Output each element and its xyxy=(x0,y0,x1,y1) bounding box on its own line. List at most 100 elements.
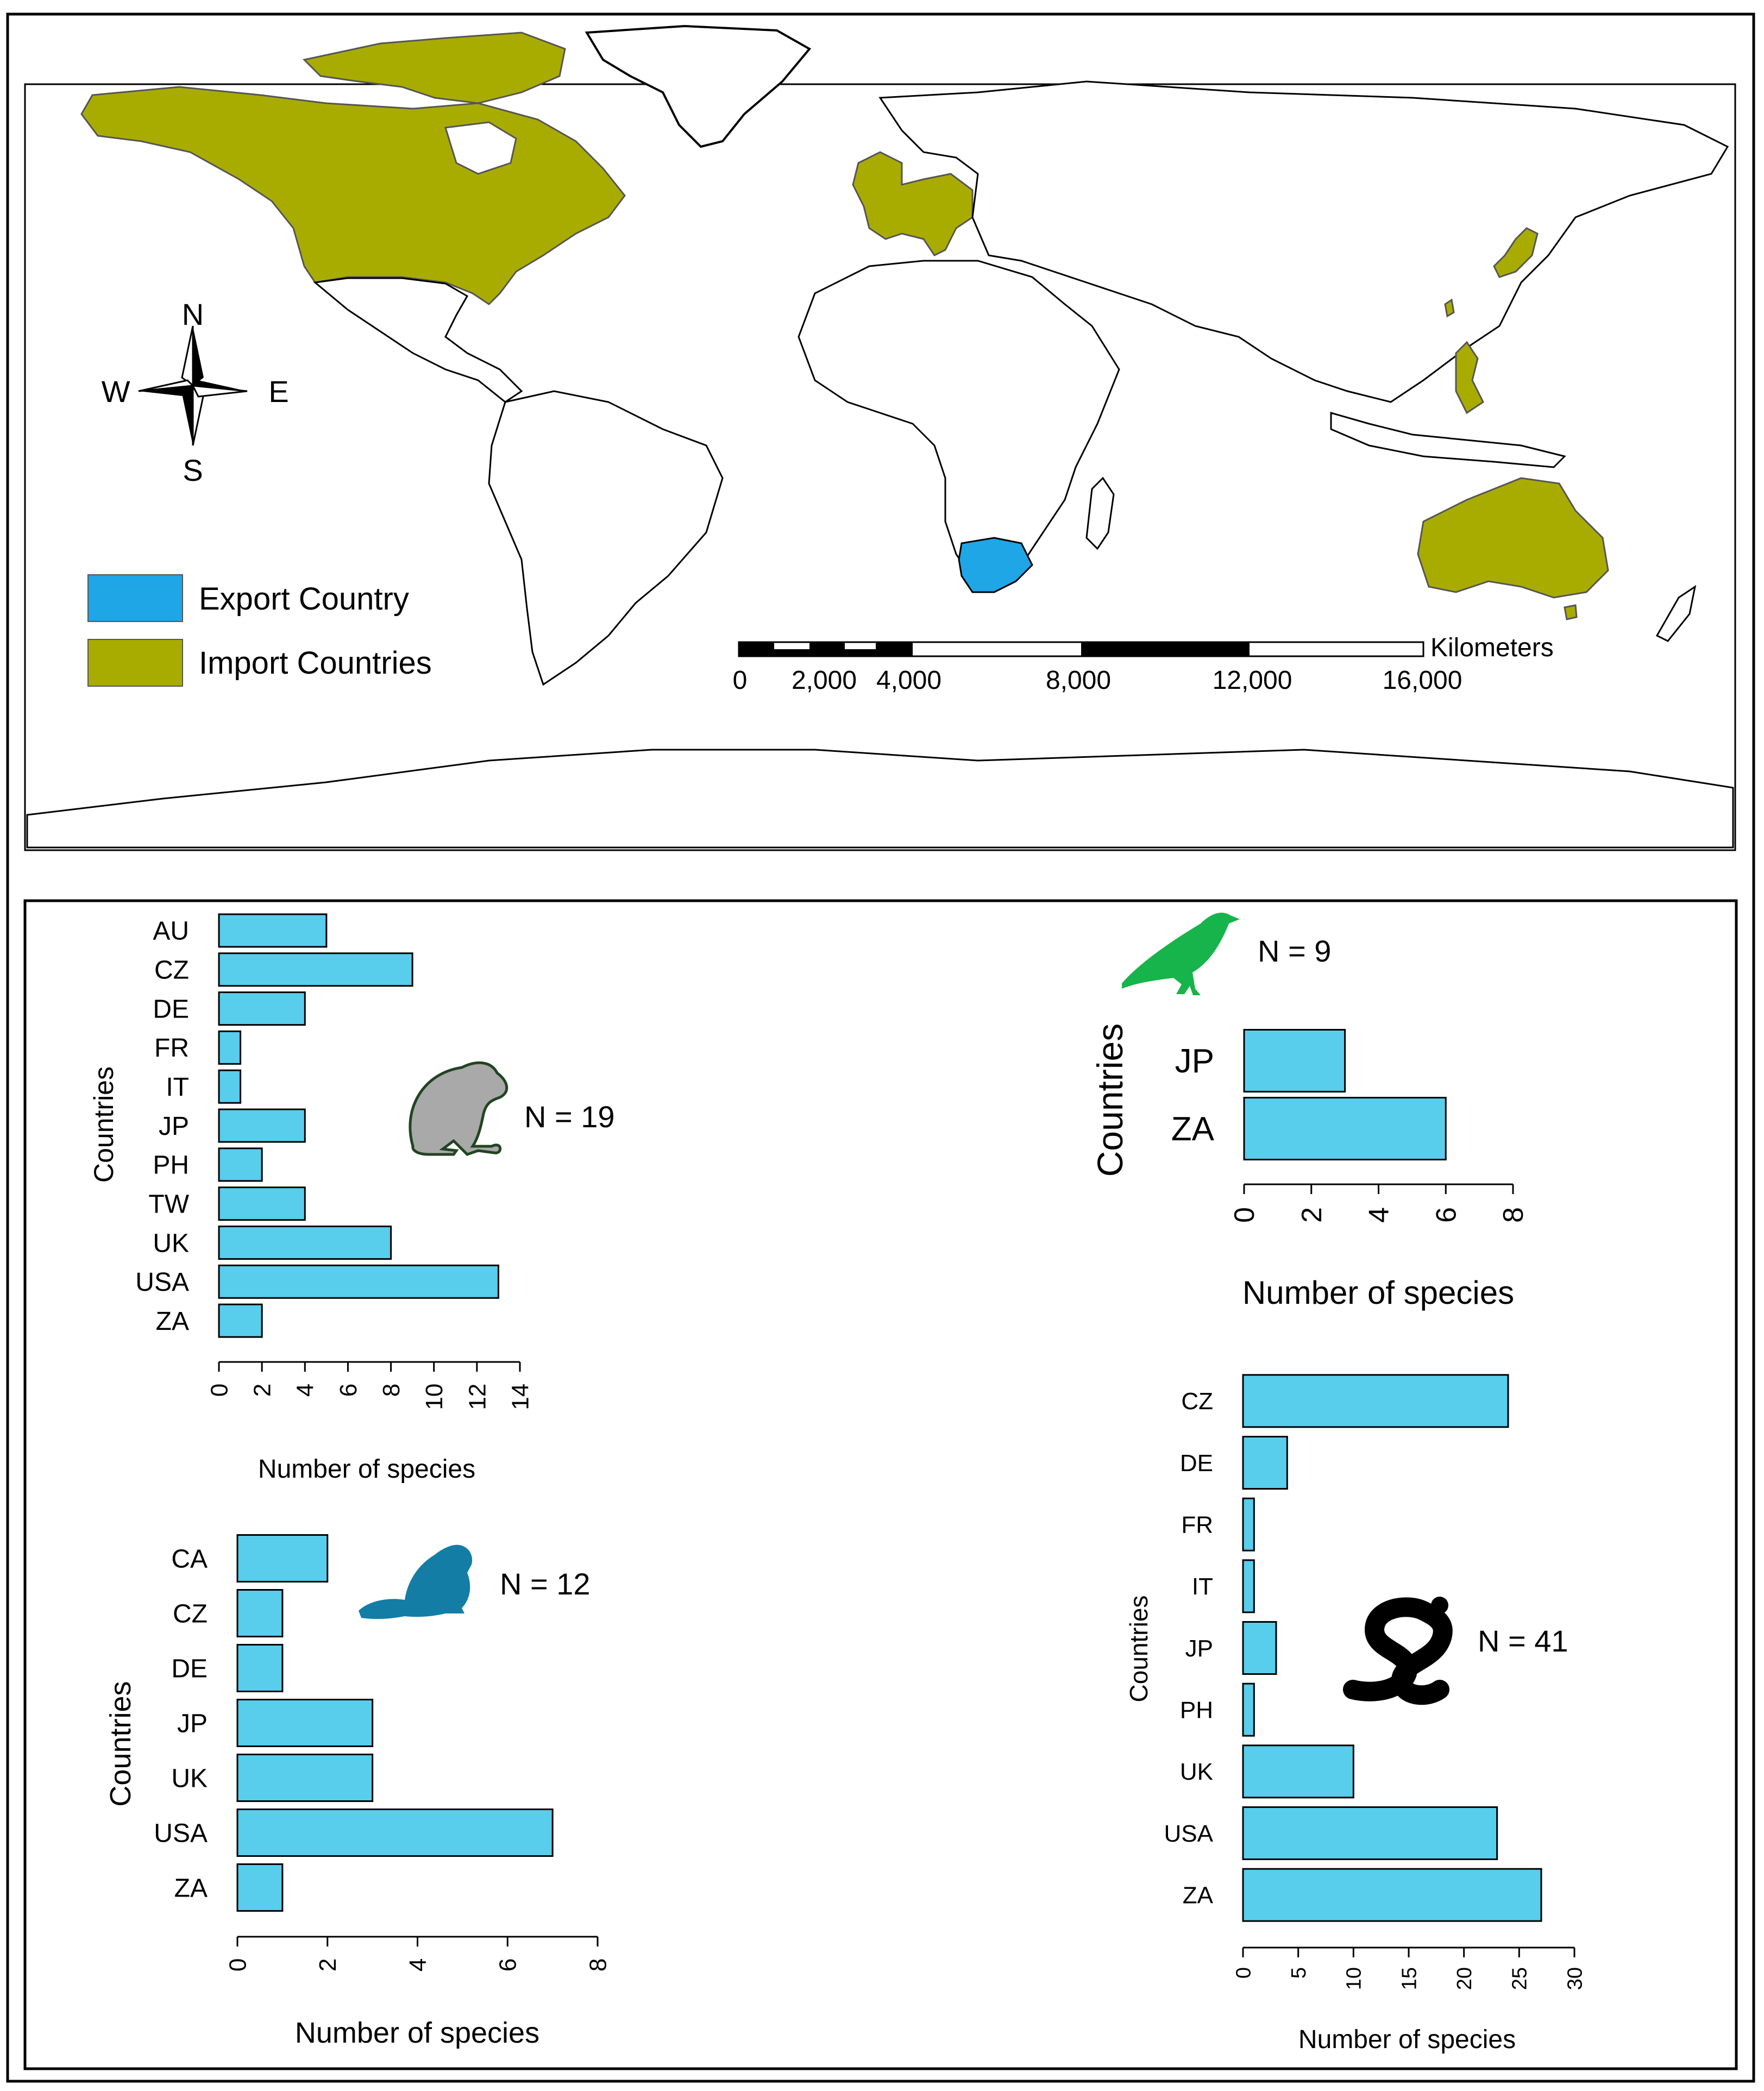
japan-import-shape xyxy=(1493,227,1539,278)
bar-uk xyxy=(236,1754,374,1802)
x-tick-label: 10 xyxy=(1343,1967,1366,1990)
x-tick-label: 0 xyxy=(1229,1207,1260,1223)
australia-import-shape xyxy=(1417,477,1609,599)
compass-south-label: S xyxy=(183,453,203,487)
scale-bar-segment xyxy=(876,642,913,656)
x-tick-label: 6 xyxy=(335,1384,362,1397)
greenland-shape xyxy=(585,24,812,148)
category-label: ZA xyxy=(1171,1110,1215,1148)
bird-bar-chart: JP ZA 0 2 4 6 8 Number of species Countries xyxy=(1090,1023,1529,1311)
category-label: USA xyxy=(135,1268,189,1297)
amphibian-bar-chart: AU CZ DE FR IT JP PH TW UK USA ZA 0 2 4 6 8 10 12 14 Number… xyxy=(89,913,533,1484)
scale-bar-segment xyxy=(739,649,774,656)
compass-west-label: W xyxy=(102,374,130,409)
export-country-label: Export Country xyxy=(199,581,409,617)
x-tick-label: 4 xyxy=(292,1384,319,1397)
category-label: CA xyxy=(171,1544,208,1573)
scale-tick-label: 12,000 xyxy=(1213,666,1292,695)
scale-tick-label: 4,000 xyxy=(876,666,941,695)
scale-tick-label: 2,000 xyxy=(792,666,857,695)
category-label: JP xyxy=(177,1709,208,1738)
tasmania-import-shape xyxy=(1564,604,1578,620)
x-tick-label: 20 xyxy=(1453,1967,1476,1990)
scale-bar-segment xyxy=(1081,642,1250,656)
bar-de xyxy=(1242,1436,1288,1490)
bar-ph xyxy=(1242,1682,1255,1737)
compass-west-light xyxy=(138,379,195,392)
category-label: PH xyxy=(153,1151,189,1180)
category-label: JP xyxy=(1175,1043,1214,1080)
category-label: CZ xyxy=(154,956,189,985)
category-label: TW xyxy=(148,1190,189,1219)
category-label: USA xyxy=(154,1819,208,1848)
x-axis-title: Number of species xyxy=(1298,2025,1516,2054)
category-label: IT xyxy=(1192,1573,1213,1600)
bar-fr xyxy=(218,1030,242,1065)
compass-south-dark xyxy=(182,386,193,445)
import-countries-label: Import Countries xyxy=(199,645,432,681)
bird-chart-annotation: N = 9 xyxy=(1258,934,1331,968)
compass-east-label: E xyxy=(268,374,288,409)
x-tick-label: 15 xyxy=(1398,1967,1421,1990)
scale-bar-segment xyxy=(739,642,774,649)
bar-de xyxy=(236,1644,284,1692)
bar-za xyxy=(1242,1868,1542,1922)
antarctica-shape xyxy=(26,749,1734,849)
snake-head xyxy=(1431,1597,1448,1614)
bar-au xyxy=(218,913,328,948)
beaver-chart-annotation: N = 12 xyxy=(500,1567,591,1601)
category-label: JP xyxy=(159,1112,189,1141)
philippines-import-shape xyxy=(1455,341,1484,415)
frog-icon xyxy=(409,1061,509,1156)
x-axis-title: Number of species xyxy=(258,1455,475,1484)
compass-west-dark xyxy=(139,386,193,397)
bar-cz xyxy=(218,952,413,987)
export-country-swatch xyxy=(87,574,183,622)
bar-de xyxy=(218,991,306,1026)
category-label: UK xyxy=(1180,1759,1213,1785)
x-tick-label: 8 xyxy=(378,1384,405,1397)
world-map-panel: N S E W Export Country Import Countries … xyxy=(24,24,1736,851)
category-label: UK xyxy=(153,1229,189,1258)
bar-ca xyxy=(236,1534,329,1583)
bar-jp xyxy=(1242,1621,1277,1675)
x-tick-label: 6 xyxy=(1430,1207,1462,1223)
compass-east-dark xyxy=(193,380,247,391)
bar-uk xyxy=(218,1225,392,1260)
x-tick-label: 8 xyxy=(1498,1207,1529,1223)
category-label: DE xyxy=(153,995,189,1023)
mammal-bar-chart: CA CZ DE JP UK USA ZA 0 2 4 6 8 Number of species Cou… xyxy=(104,1534,611,2049)
bar-za xyxy=(218,1303,263,1338)
x-tick-label: 0 xyxy=(1232,1967,1255,1979)
category-label: USA xyxy=(1164,1820,1214,1847)
compass-east-light xyxy=(191,385,248,398)
south-america-shape xyxy=(488,390,724,686)
category-label: IT xyxy=(166,1073,189,1102)
import-countries-swatch xyxy=(87,639,183,687)
x-tick-label: 2 xyxy=(1296,1207,1328,1223)
x-axis-title: Number of species xyxy=(295,2017,539,2049)
snake-chart-annotation: N = 41 xyxy=(1478,1624,1568,1658)
bar-za xyxy=(1243,1097,1447,1160)
category-label: ZA xyxy=(156,1307,189,1336)
x-axis-title: Number of species xyxy=(1242,1274,1514,1311)
x-tick-label: 25 xyxy=(1509,1967,1531,1990)
x-tick-label: 8 xyxy=(585,1958,611,1971)
category-label: DE xyxy=(1180,1450,1213,1477)
bar-jp xyxy=(218,1108,306,1143)
snake-icon xyxy=(1343,1597,1453,1705)
bar-fr xyxy=(1242,1497,1255,1552)
bar-usa xyxy=(218,1264,499,1299)
compass-north-label: N xyxy=(182,297,204,331)
bar-it xyxy=(1242,1559,1255,1613)
x-tick-label: 30 xyxy=(1564,1967,1586,1990)
x-tick-label: 5 xyxy=(1288,1967,1310,1979)
category-label: CZ xyxy=(173,1599,208,1628)
scale-bar-segment xyxy=(774,649,809,656)
bar-usa xyxy=(1242,1806,1498,1860)
madagascar-shape xyxy=(1085,476,1115,550)
y-axis-title: Countries xyxy=(89,1066,119,1183)
category-label: FR xyxy=(1181,1512,1213,1539)
bar-ph xyxy=(218,1147,263,1182)
